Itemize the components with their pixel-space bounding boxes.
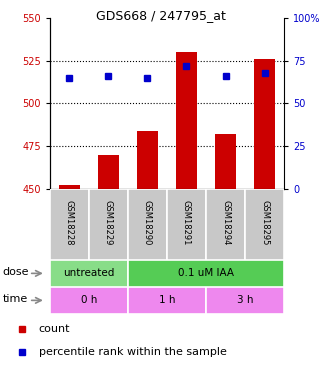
- Bar: [245, 189, 284, 260]
- Text: GDS668 / 247795_at: GDS668 / 247795_at: [96, 9, 225, 22]
- Text: GSM18228: GSM18228: [65, 200, 74, 246]
- Text: 0 h: 0 h: [81, 296, 97, 305]
- Text: GSM18295: GSM18295: [260, 200, 269, 246]
- Bar: [215, 134, 236, 189]
- Text: percentile rank within the sample: percentile rank within the sample: [39, 346, 226, 357]
- Text: dose: dose: [3, 267, 29, 277]
- Text: count: count: [39, 324, 70, 334]
- Bar: [128, 287, 206, 314]
- Text: 1 h: 1 h: [159, 296, 175, 305]
- Bar: [50, 260, 128, 287]
- Text: 0.1 uM IAA: 0.1 uM IAA: [178, 268, 234, 278]
- Bar: [176, 52, 197, 189]
- Bar: [58, 185, 80, 189]
- Text: untreated: untreated: [63, 268, 115, 278]
- Bar: [50, 189, 89, 260]
- Bar: [167, 189, 206, 260]
- Text: GSM18294: GSM18294: [221, 200, 230, 246]
- Text: GSM18290: GSM18290: [143, 200, 152, 246]
- Bar: [98, 154, 119, 189]
- Bar: [137, 130, 158, 189]
- Bar: [206, 287, 284, 314]
- Bar: [128, 189, 167, 260]
- Bar: [128, 260, 284, 287]
- Bar: [206, 189, 245, 260]
- Text: 3 h: 3 h: [237, 296, 253, 305]
- Bar: [89, 189, 128, 260]
- Bar: [254, 59, 275, 189]
- Text: GSM18291: GSM18291: [182, 200, 191, 246]
- Text: GSM18229: GSM18229: [104, 200, 113, 246]
- Text: time: time: [3, 294, 28, 304]
- Bar: [50, 287, 128, 314]
